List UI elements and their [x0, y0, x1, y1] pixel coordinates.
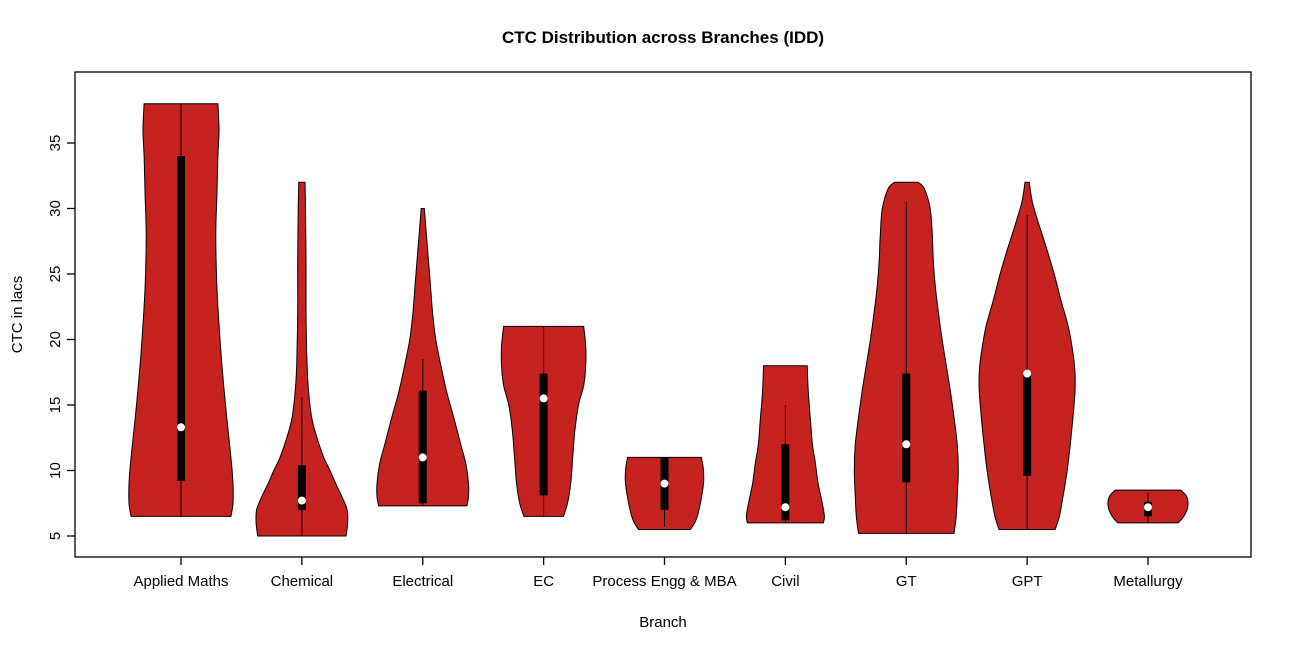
- median-dot: [1144, 503, 1152, 512]
- median-dot: [1023, 369, 1032, 378]
- y-tick-label: 5: [47, 532, 64, 540]
- violin-process-engg-mba: [624, 456, 705, 530]
- violin-gpt: [978, 181, 1076, 530]
- violin-civil: [745, 365, 825, 524]
- violin-shape: [376, 208, 470, 507]
- median-dot: [902, 440, 911, 449]
- x-tick-label-chemical: Chemical: [271, 573, 334, 590]
- x-tick-label-process-engg-mba: Process Engg & MBA: [592, 573, 736, 590]
- violin-chemical: [255, 181, 349, 537]
- median-dot: [781, 503, 790, 512]
- median-dot: [539, 394, 548, 403]
- x-axis-title: Branch: [639, 614, 687, 631]
- x-tick-label-civil: Civil: [771, 573, 799, 590]
- violins-layer: [128, 103, 1189, 537]
- y-tick-label: 10: [47, 462, 64, 479]
- violin-electrical: [376, 208, 470, 507]
- violin-gt: [853, 181, 959, 534]
- median-dot: [297, 496, 306, 505]
- median-dot: [660, 479, 669, 488]
- y-tick-label: 30: [47, 200, 64, 217]
- chart-title: CTC Distribution across Branches (IDD): [501, 28, 825, 47]
- x-tick-label-ec: EC: [533, 573, 554, 590]
- violin-metallurgy: [1107, 489, 1189, 524]
- y-tick-label: 15: [47, 397, 64, 414]
- x-tick-label-gt: GT: [896, 573, 917, 590]
- iqr-box: [297, 465, 306, 510]
- iqr-box: [781, 444, 790, 521]
- iqr-box: [902, 373, 911, 483]
- y-axis-title: CTC in lacs: [9, 276, 26, 354]
- violin-applied-maths: [128, 103, 234, 517]
- plot-border: [74, 71, 1252, 558]
- x-tick-label-applied-maths: Applied Maths: [133, 573, 228, 590]
- median-dot: [177, 423, 185, 432]
- iqr-box: [418, 390, 427, 504]
- x-tick-label-metallurgy: Metallurgy: [1113, 573, 1183, 590]
- iqr-box: [177, 156, 185, 481]
- x-axis: Applied Maths Chemical Electrical EC Process…: [133, 557, 1183, 590]
- y-tick-label: 25: [47, 266, 64, 283]
- violin-shape: [255, 181, 349, 537]
- x-tick-label-gpt: GPT: [1012, 573, 1043, 590]
- y-tick-label: 20: [47, 331, 64, 348]
- iqr-box: [1023, 372, 1032, 476]
- y-tick-label: 35: [47, 135, 64, 152]
- iqr-box: [539, 373, 548, 496]
- median-dot: [418, 453, 427, 462]
- y-axis: 5 10 15 20 25 30 35: [47, 135, 75, 540]
- x-tick-label-electrical: Electrical: [392, 573, 453, 590]
- violin-ec: [500, 325, 587, 517]
